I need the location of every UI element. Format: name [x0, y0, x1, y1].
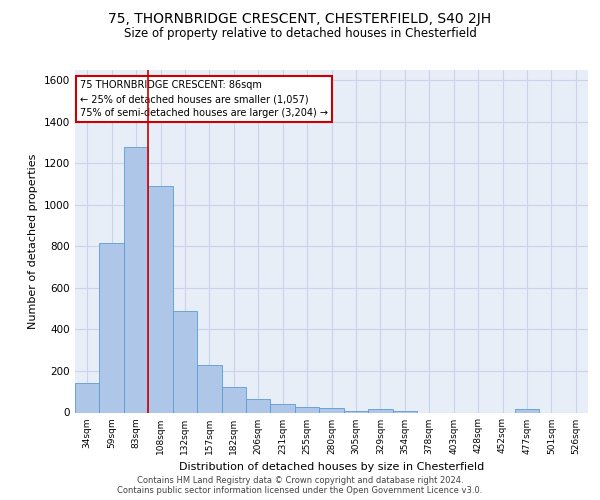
Bar [221, 386, 246, 412]
X-axis label: Distribution of detached houses by size in Chesterfield: Distribution of detached houses by size … [179, 462, 484, 472]
Text: 75, THORNBRIDGE CRESCENT, CHESTERFIELD, S40 2JH: 75, THORNBRIDGE CRESCENT, CHESTERFIELD, … [109, 12, 491, 26]
Bar [515, 410, 539, 412]
Text: Contains public sector information licensed under the Open Government Licence v3: Contains public sector information licen… [118, 486, 482, 495]
Bar [100, 244, 124, 412]
Bar [319, 408, 344, 412]
Bar [197, 365, 221, 412]
Bar [75, 384, 100, 412]
Bar [368, 410, 392, 412]
Y-axis label: Number of detached properties: Number of detached properties [28, 154, 38, 329]
Bar [173, 311, 197, 412]
Bar [124, 147, 148, 412]
Bar [295, 406, 319, 412]
Bar [246, 399, 271, 412]
Bar [148, 186, 173, 412]
Bar [271, 404, 295, 412]
Text: Size of property relative to detached houses in Chesterfield: Size of property relative to detached ho… [124, 28, 476, 40]
Text: 75 THORNBRIDGE CRESCENT: 86sqm
← 25% of detached houses are smaller (1,057)
75% : 75 THORNBRIDGE CRESCENT: 86sqm ← 25% of … [80, 80, 328, 118]
Text: Contains HM Land Registry data © Crown copyright and database right 2024.: Contains HM Land Registry data © Crown c… [137, 476, 463, 485]
